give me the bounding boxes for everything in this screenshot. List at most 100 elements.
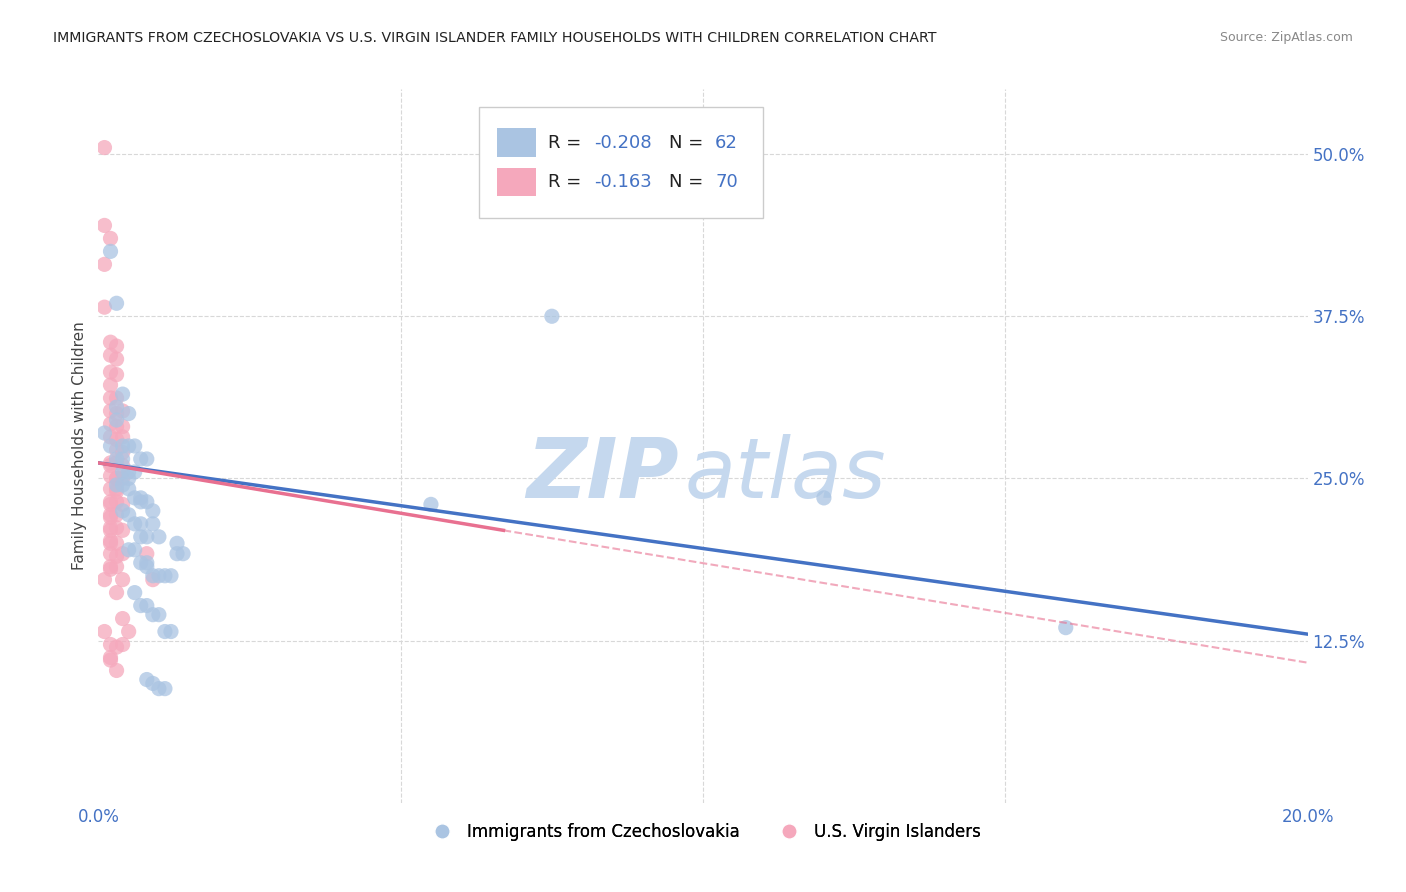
Point xyxy=(1054,621,1077,635)
Point xyxy=(105,664,128,678)
Point xyxy=(124,542,146,557)
Point xyxy=(118,508,141,522)
Point xyxy=(111,404,134,418)
Point xyxy=(93,624,115,639)
Point xyxy=(100,348,122,362)
Point xyxy=(105,442,128,457)
Point xyxy=(105,482,128,496)
Point xyxy=(100,536,122,550)
Point xyxy=(153,624,176,639)
Point xyxy=(100,547,122,561)
Point xyxy=(100,365,122,379)
Point xyxy=(111,638,134,652)
Point xyxy=(105,585,128,599)
Point xyxy=(100,244,122,259)
Point xyxy=(166,547,188,561)
Point xyxy=(105,549,128,564)
Point xyxy=(118,439,141,453)
Point xyxy=(105,536,128,550)
Point xyxy=(100,231,122,245)
Point xyxy=(105,478,128,492)
Point xyxy=(135,556,157,570)
Point xyxy=(100,559,122,574)
Point xyxy=(105,407,128,421)
Point xyxy=(118,482,141,496)
Text: N =: N = xyxy=(669,173,709,191)
Text: ZIP: ZIP xyxy=(526,434,679,515)
Point xyxy=(100,653,122,667)
Point xyxy=(111,465,134,479)
Point xyxy=(100,335,122,350)
Text: 62: 62 xyxy=(716,134,738,152)
Point xyxy=(100,391,122,405)
Point xyxy=(100,524,122,538)
Point xyxy=(166,536,188,550)
Point xyxy=(93,573,115,587)
Point xyxy=(142,568,165,582)
Point xyxy=(124,465,146,479)
Text: R =: R = xyxy=(548,134,588,152)
Point xyxy=(111,478,134,492)
Point xyxy=(105,456,128,470)
Point xyxy=(105,352,128,367)
Point xyxy=(105,495,128,509)
Point xyxy=(160,568,183,582)
Point xyxy=(142,676,165,690)
Point xyxy=(111,547,134,561)
Point xyxy=(100,497,122,511)
Point xyxy=(105,413,128,427)
Point xyxy=(93,219,115,233)
Point xyxy=(111,419,134,434)
Point xyxy=(142,607,165,622)
Point xyxy=(124,516,146,531)
FancyBboxPatch shape xyxy=(479,107,763,218)
Point xyxy=(135,673,157,687)
Point xyxy=(111,458,134,473)
Point xyxy=(100,430,122,444)
Point xyxy=(111,452,134,467)
Point xyxy=(111,439,134,453)
Point xyxy=(148,530,170,544)
Point xyxy=(111,445,134,459)
Point xyxy=(124,585,146,599)
Point xyxy=(100,638,122,652)
Point xyxy=(135,559,157,574)
Point xyxy=(105,484,128,499)
Text: atlas: atlas xyxy=(685,434,887,515)
Point xyxy=(105,400,128,414)
Point xyxy=(100,495,122,509)
Point xyxy=(100,456,122,470)
Point xyxy=(135,530,157,544)
Point xyxy=(105,559,128,574)
Point xyxy=(111,471,134,485)
Point xyxy=(148,607,170,622)
Point xyxy=(813,491,835,505)
Point xyxy=(93,257,115,271)
Point xyxy=(105,433,128,447)
Point xyxy=(100,533,122,548)
Point xyxy=(135,495,157,509)
Point xyxy=(135,599,157,613)
Point xyxy=(111,524,134,538)
Point xyxy=(105,368,128,382)
Point xyxy=(142,516,165,531)
Point xyxy=(93,425,115,440)
Point xyxy=(105,471,128,485)
Text: -0.208: -0.208 xyxy=(595,134,652,152)
Text: 70: 70 xyxy=(716,173,738,191)
Point xyxy=(129,599,152,613)
Point xyxy=(118,471,141,485)
Point xyxy=(118,624,141,639)
Point xyxy=(111,504,134,518)
Point xyxy=(135,452,157,467)
Point xyxy=(118,542,141,557)
Point xyxy=(148,568,170,582)
Point xyxy=(111,497,134,511)
Text: IMMIGRANTS FROM CZECHOSLOVAKIA VS U.S. VIRGIN ISLANDER FAMILY HOUSEHOLDS WITH CH: IMMIGRANTS FROM CZECHOSLOVAKIA VS U.S. V… xyxy=(53,31,936,45)
Point xyxy=(124,439,146,453)
Point xyxy=(100,468,122,483)
Point xyxy=(118,407,141,421)
Point xyxy=(100,458,122,473)
Point xyxy=(111,387,134,401)
Point xyxy=(100,439,122,453)
